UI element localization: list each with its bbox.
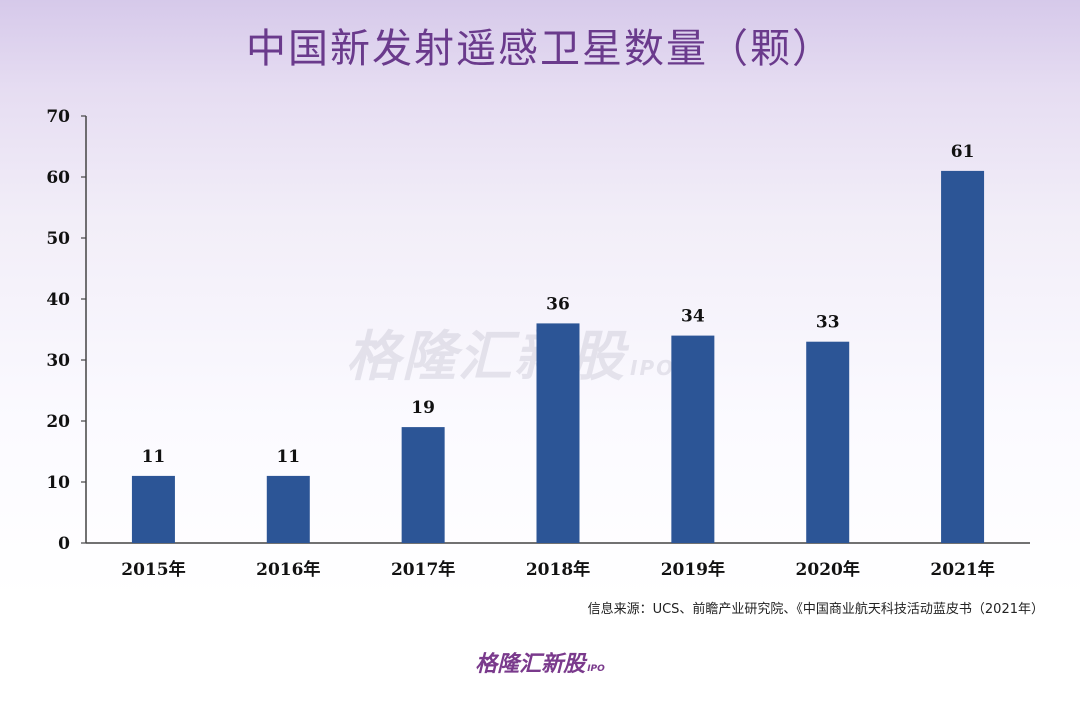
x-tick-label: 2020年 <box>796 559 860 580</box>
data-label: 19 <box>411 398 435 418</box>
y-tick-label: 0 <box>58 534 70 554</box>
source-note: 信息来源：UCS、前瞻产业研究院、《中国商业航天科技活动蓝皮书（2021年） <box>587 602 1044 617</box>
x-tick-label: 2018年 <box>526 559 590 580</box>
y-tick-label: 50 <box>46 229 70 249</box>
x-tick-label: 2017年 <box>391 559 455 580</box>
x-tick-label: 2021年 <box>930 559 994 580</box>
bar <box>401 427 445 543</box>
bar <box>266 475 310 543</box>
data-label: 34 <box>681 307 705 327</box>
chart-title: 中国新发射遥感卫星数量（颗） <box>246 26 834 72</box>
y-tick-label: 40 <box>46 290 70 310</box>
x-tick-label: 2015年 <box>121 559 185 580</box>
x-tick-label: 2016年 <box>256 559 320 580</box>
bar <box>806 341 850 543</box>
bar <box>671 335 715 543</box>
data-label: 61 <box>951 142 975 162</box>
y-tick-label: 70 <box>46 107 70 127</box>
bar <box>536 323 580 543</box>
data-label: 11 <box>276 447 300 467</box>
data-label: 36 <box>546 294 570 314</box>
bar <box>941 170 985 543</box>
x-tick-label: 2019年 <box>661 559 725 580</box>
data-label: 33 <box>816 313 840 333</box>
bar <box>131 475 175 543</box>
y-tick-label: 60 <box>46 168 70 188</box>
y-tick-label: 30 <box>46 351 70 371</box>
data-label: 11 <box>142 447 166 467</box>
brand-logo: 格隆汇新股 IPO <box>475 652 605 677</box>
y-tick-label: 10 <box>46 473 70 493</box>
y-tick-label: 20 <box>46 412 70 432</box>
